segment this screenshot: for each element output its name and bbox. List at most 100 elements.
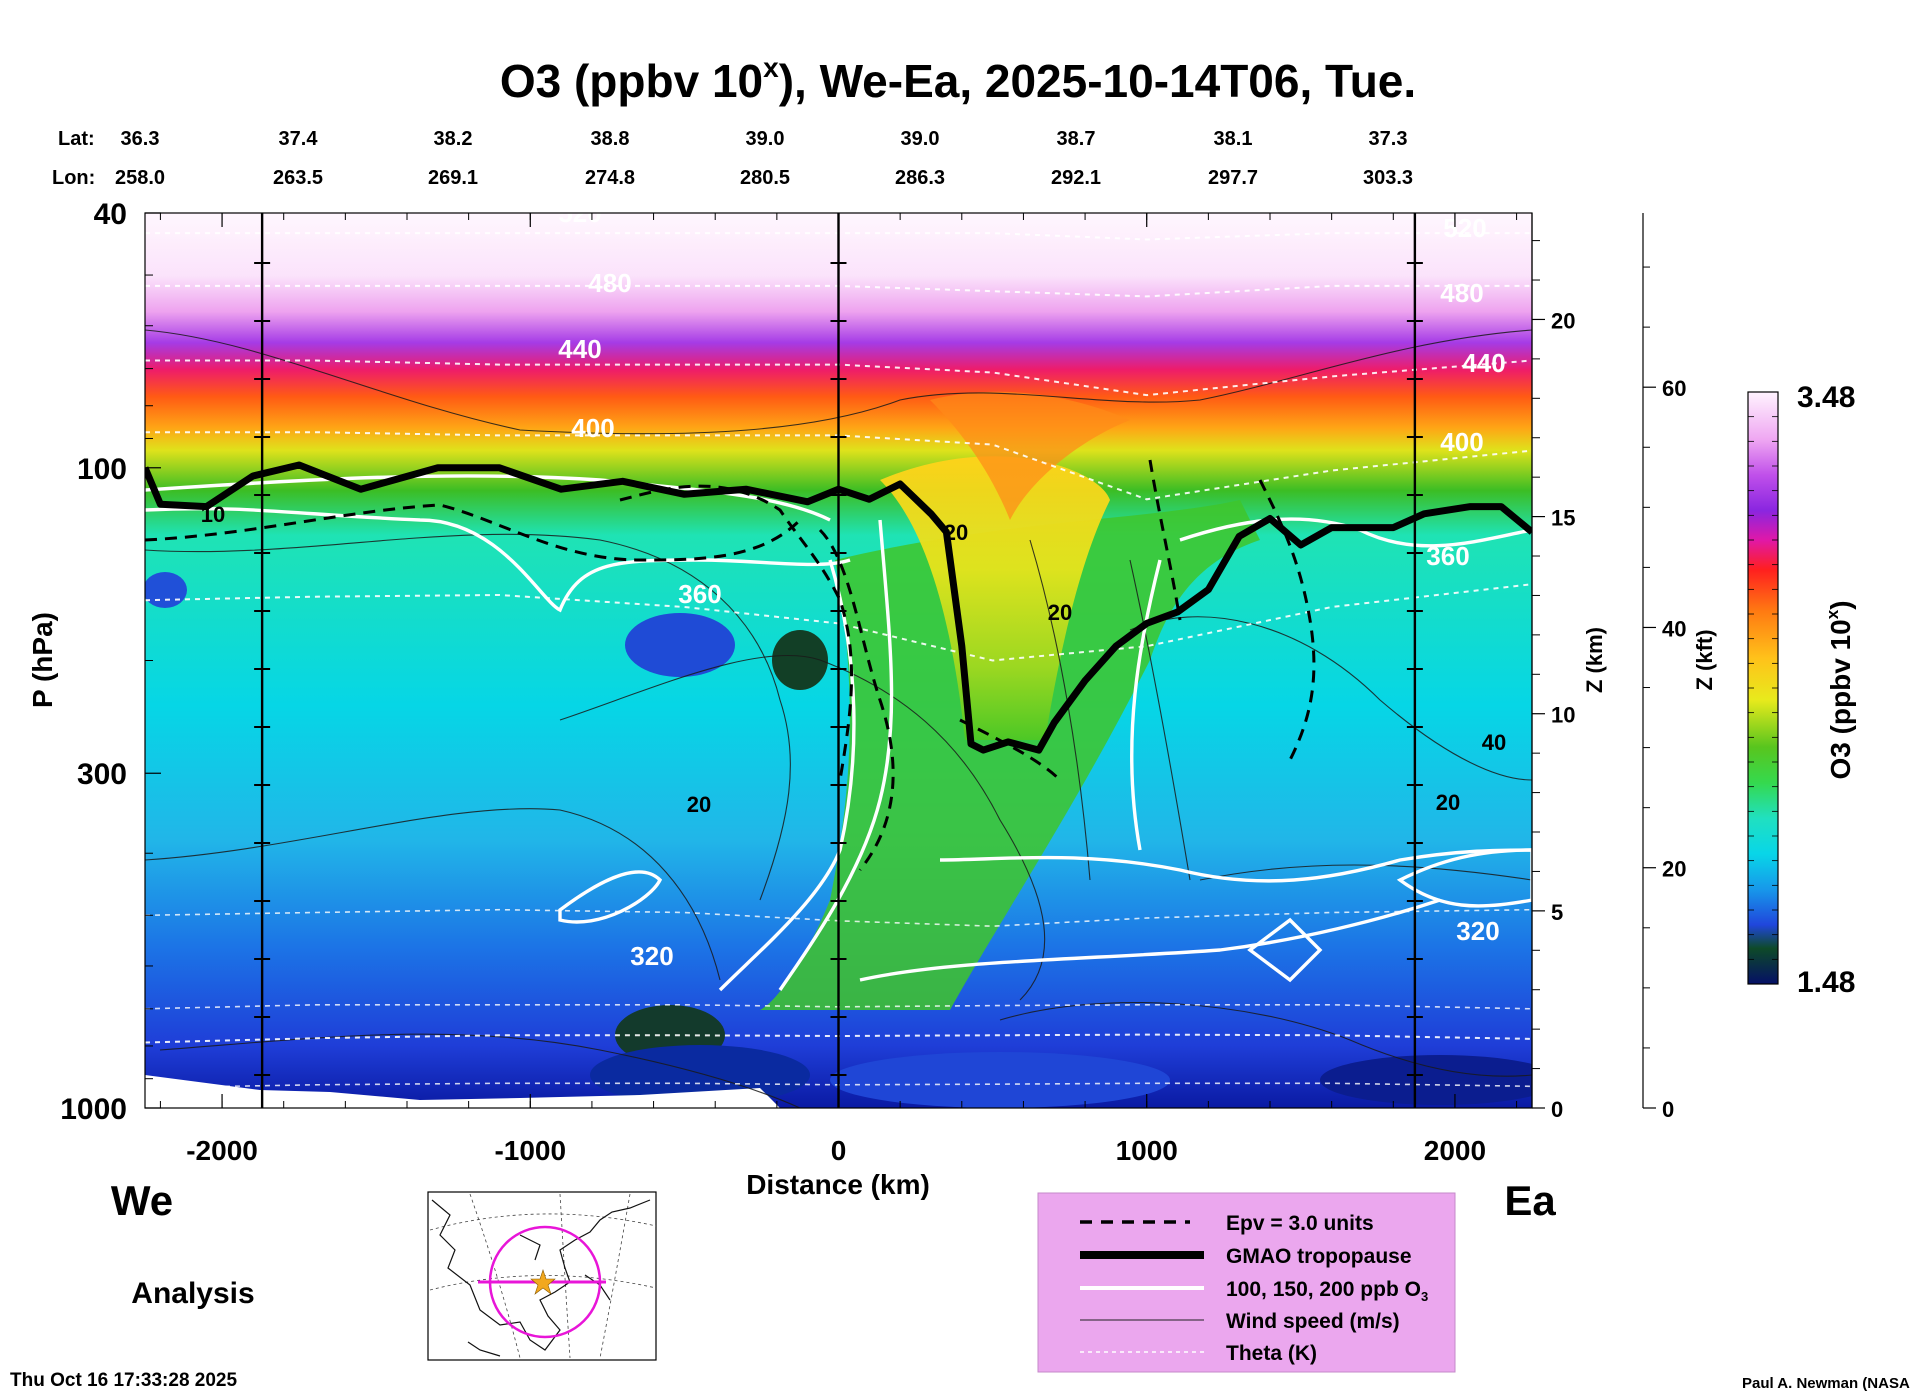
wind-speed-contours	[145, 329, 1532, 1108]
epv-contour	[818, 528, 895, 871]
z-km-tick-label: 0	[1551, 1097, 1563, 1122]
lon-value: 274.8	[585, 167, 635, 189]
x-tick-label: 1000	[1116, 1135, 1178, 1166]
theta-label: 400	[1440, 427, 1483, 457]
wind-contour-label: 20	[687, 792, 711, 817]
lat-value: 38.1	[1214, 128, 1253, 150]
low-ozone-blob	[625, 613, 735, 677]
lat-value: 38.7	[1057, 128, 1096, 150]
lat-value: 36.3	[121, 128, 160, 150]
tropopause-polyline	[145, 461, 1532, 754]
lat-value: 39.0	[901, 128, 940, 150]
low-ozone-blob	[1320, 1055, 1532, 1105]
z-kft-axis: 0 20 40 60	[1642, 213, 1686, 1122]
lon-values: 258.0 263.5 269.1 274.8 280.5 286.3 292.1 297.7…	[115, 167, 1413, 189]
lon-value: 297.7	[1208, 167, 1258, 189]
star-icon	[530, 1269, 556, 1295]
wind-contour-label: 20	[1048, 600, 1072, 625]
wind-contour	[145, 533, 791, 901]
o3-contour	[1130, 559, 1162, 851]
low-ozone-blob	[772, 630, 828, 690]
wind-contour	[559, 654, 1046, 1001]
lon-value: 286.3	[895, 167, 945, 189]
x-tick-label: -2000	[186, 1135, 258, 1166]
z-km-tick-label: 15	[1551, 506, 1575, 531]
wind-contour	[159, 1033, 801, 1108]
lon-label: Lon:	[52, 167, 95, 189]
surface-mask	[145, 1075, 780, 1108]
o3-contour	[558, 870, 663, 924]
location-map	[427, 1191, 657, 1361]
z-km-tick-label: 20	[1551, 308, 1575, 333]
lon-value: 269.1	[428, 167, 478, 189]
low-ozone-blob	[830, 1052, 1170, 1108]
y-tick-label: 1000	[60, 1093, 127, 1126]
o3-contour	[939, 848, 1532, 883]
timestamp: Thu Oct 16 17:33:28 2025	[10, 1370, 237, 1391]
wind-contour	[145, 808, 721, 981]
theta-label: 320	[630, 941, 673, 971]
legend-epv-label: Epv = 3.0 units	[1226, 1212, 1374, 1235]
z-km-axis: 0 5 10 15 20	[1531, 213, 1575, 1122]
theta-label: 440	[558, 334, 601, 364]
east-label: Ea	[1504, 1177, 1556, 1224]
colorbar-label: O3 (ppbv 10x)	[1823, 600, 1856, 779]
wind-contour-label: 20	[1436, 790, 1460, 815]
o3-contour	[145, 506, 851, 613]
o3-contour	[1247, 917, 1323, 983]
lat-value: 37.4	[279, 128, 319, 150]
x-tick-label: 2000	[1424, 1135, 1486, 1166]
lat-value: 37.3	[1369, 128, 1408, 150]
map-coastline	[431, 1199, 651, 1357]
y-axis-label: P (hPa)	[27, 612, 58, 708]
plot-area: 520 480 440 400 360 320 440 400 360 320 480 520 20 20…	[145, 198, 1532, 1108]
theta-label: 520	[558, 198, 601, 228]
z-kft-tick-label: 40	[1662, 616, 1686, 641]
legend: Epv = 3.0 units GMAO tropopause 100, 150…	[1037, 1192, 1456, 1373]
ozone-ridge-yellow	[880, 456, 1110, 740]
wind-contour	[1199, 864, 1532, 881]
epv-contour	[145, 503, 802, 562]
analysis-label: Analysis	[131, 1277, 254, 1310]
epv-contour	[1148, 459, 1182, 621]
theta-label: 320	[1456, 916, 1499, 946]
wind-contour	[145, 329, 1532, 435]
wind-contour	[1129, 559, 1191, 881]
contour-labels: 520 480 440 400 360 320 440 400 360 320 480 520 20 20…	[201, 198, 1506, 971]
colorbar-max: 3.48	[1797, 381, 1855, 414]
low-ozone-blob	[145, 572, 187, 608]
o3-contour	[718, 559, 856, 992]
x-tick-label: -1000	[494, 1135, 566, 1166]
z-km-axis-label: Z (km)	[1582, 627, 1607, 693]
o3-contour	[778, 519, 894, 991]
theta-label: 360	[1426, 541, 1469, 571]
tropopause-line	[145, 461, 1532, 754]
y-axis: 40 100 300 1000	[60, 198, 161, 1126]
lat-value: 39.0	[746, 128, 785, 150]
theta-label: 520	[1443, 213, 1486, 243]
z-kft-tick-label: 0	[1662, 1097, 1674, 1122]
section-markers	[254, 213, 1423, 1108]
epv-contour	[959, 718, 1062, 782]
epv-contour	[619, 484, 854, 781]
legend-tropopause-label: GMAO tropopause	[1226, 1245, 1412, 1268]
lat-value: 38.2	[434, 128, 473, 150]
lat-label: Lat:	[58, 128, 95, 150]
x-tick-label: 0	[831, 1135, 847, 1166]
theta-label: 480	[1440, 278, 1483, 308]
legend-o3-label: 100, 150, 200 ppb O3	[1226, 1278, 1428, 1304]
lon-value: 258.0	[115, 167, 165, 189]
chart-title: O3 (ppbv 10x), We-Ea, 2025-10-14T06, Tue…	[500, 52, 1416, 107]
wind-contour-label: 40	[1482, 730, 1506, 755]
x-axis-label: Distance (km)	[746, 1169, 930, 1200]
wind-contour-label: 20	[944, 520, 968, 545]
wind-contour-label: 10	[201, 502, 225, 527]
z-kft-axis-label: Z (kft)	[1692, 629, 1717, 690]
lon-value: 292.1	[1051, 167, 1101, 189]
map-graticule	[429, 1193, 657, 1359]
z-km-tick-label: 10	[1551, 703, 1575, 728]
y-tick-label: 100	[77, 453, 127, 486]
lon-value: 280.5	[740, 167, 790, 189]
legend-wind-label: Wind speed (m/s)	[1226, 1310, 1400, 1333]
